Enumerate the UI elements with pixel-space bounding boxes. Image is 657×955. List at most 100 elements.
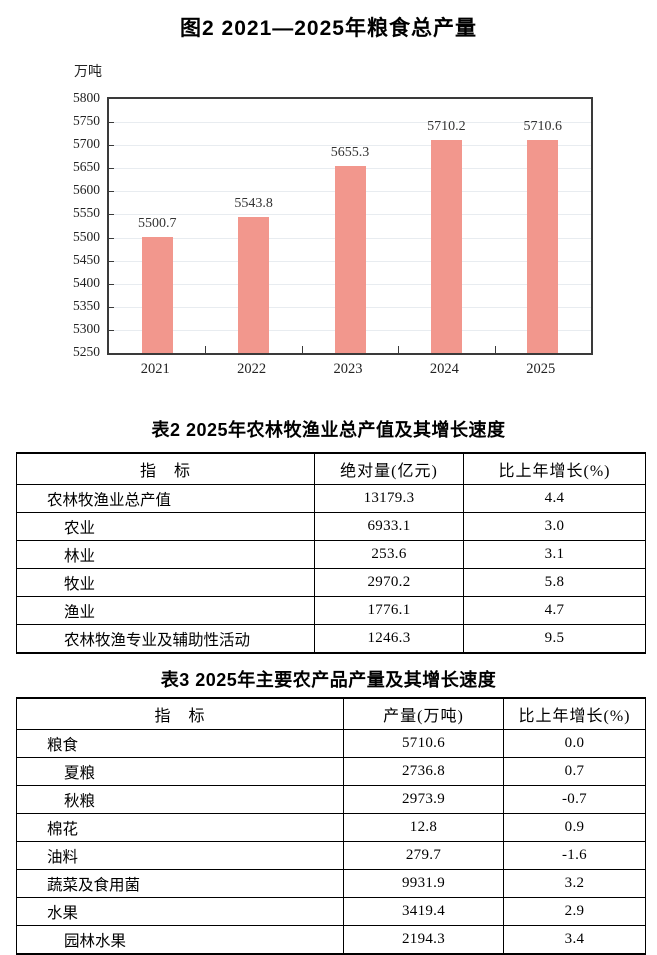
y-axis-tick: [109, 168, 114, 170]
table3-growth-cell: 0.0: [503, 729, 646, 758]
table3-value-cell: 9931.9: [343, 869, 504, 898]
table2-indicator-cell: 牧业: [16, 568, 315, 597]
table2-growth-cell: 4.4: [463, 484, 646, 513]
y-axis-tick-label: 5400: [73, 274, 100, 290]
table2-row: 农林牧渔业总产值 13179.3 4.4: [16, 484, 646, 513]
bar-2021: [141, 237, 173, 353]
table3-row: 园林水果 2194.3 3.4: [16, 925, 646, 955]
table3-row: 秋粮 2973.9 -0.7: [16, 785, 646, 814]
y-axis-tick: [109, 191, 114, 193]
table3-value-cell: 12.8: [343, 813, 504, 842]
table2-indicator-cell: 农林牧渔业总产值: [16, 484, 315, 513]
table2-growth-cell: 4.7: [463, 596, 646, 625]
table3-value-cell: 2194.3: [343, 925, 504, 955]
x-axis-tick-label: 2021: [140, 361, 170, 377]
table2-indicator-cell: 农业: [16, 512, 315, 541]
y-axis-tick-label: 5300: [73, 320, 100, 336]
table3-header-growth: 比上年增长(%): [503, 697, 646, 730]
table2-indicator-cell: 渔业: [16, 596, 315, 625]
table3-row: 水果 3419.4 2.9: [16, 897, 646, 926]
y-axis-tick-label: 5650: [73, 159, 100, 175]
y-axis-tick: [109, 237, 114, 239]
table3-growth-cell: 2.9: [503, 897, 646, 926]
table2-value-cell: 13179.3: [314, 484, 464, 513]
table3-value-cell: 2736.8: [343, 757, 504, 786]
table3-header-indicator: 指 标: [16, 697, 344, 730]
table2-header-growth: 比上年增长(%): [463, 452, 646, 485]
table3-indicator-cell: 粮食: [16, 729, 344, 758]
table3: 指 标 产量(万吨) 比上年增长(%) 粮食 5710.6 0.0 夏粮 2736.8 0…: [16, 697, 646, 955]
table2-growth-cell: 3.0: [463, 512, 646, 541]
table2-value-cell: 1246.3: [314, 624, 464, 654]
y-axis-tick: [109, 306, 114, 308]
table2-row: 牧业 2970.2 5.8: [16, 568, 646, 597]
x-axis-tick-labels: 2021 2022 2023 2024 2025: [107, 361, 593, 381]
table3-value-cell: 2973.9: [343, 785, 504, 814]
y-axis-tick: [109, 329, 114, 331]
table2-header-indicator: 指 标: [16, 452, 315, 485]
table2-growth-cell: 3.1: [463, 540, 646, 569]
y-axis-tick-label: 5800: [73, 90, 100, 105]
table3-header-row: 指 标 产量(万吨) 比上年增长(%): [16, 697, 646, 730]
table3-value-cell: 279.7: [343, 841, 504, 870]
table3-row: 蔬菜及食用菌 9931.9 3.2: [16, 869, 646, 898]
y-axis-tick-label: 5450: [73, 251, 100, 267]
y-axis-tick: [109, 283, 114, 285]
table2-growth-cell: 9.5: [463, 624, 646, 654]
table3-row: 粮食 5710.6 0.0: [16, 729, 646, 758]
table2-row: 农林牧渔专业及辅助性活动 1246.3 9.5: [16, 624, 646, 654]
table2-title: 表2 2025年农林牧渔业总产值及其增长速度: [151, 420, 506, 440]
x-axis-tick: [398, 346, 400, 353]
gridline: [109, 145, 591, 147]
table2-row: 渔业 1776.1 4.7: [16, 596, 646, 625]
table3-value-cell: 3419.4: [343, 897, 504, 926]
table2-row: 林业 253.6 3.1: [16, 540, 646, 569]
chart-title: 图2 2021—2025年粮食总产量: [180, 17, 477, 40]
bar-value-label: 5710.2: [427, 119, 466, 135]
table3-indicator-cell: 水果: [16, 897, 344, 926]
y-axis-tick-label: 5700: [73, 136, 100, 152]
table3-indicator-cell: 秋粮: [16, 785, 344, 814]
x-axis-tick-label: 2022: [237, 361, 267, 377]
bar-2025: [527, 140, 559, 353]
table3-growth-cell: 0.9: [503, 813, 646, 842]
bar-value-label: 5543.8: [234, 196, 273, 212]
bar-value-label: 5655.3: [330, 144, 370, 160]
table3-value-cell: 5710.6: [343, 729, 504, 758]
y-axis-tick: [109, 145, 114, 147]
x-axis-tick-label: 2023: [333, 361, 363, 377]
x-axis-tick: [205, 346, 207, 353]
table3-title: 表3 2025年主要农产品产量及其增长速度: [160, 670, 497, 690]
table2-value-cell: 1776.1: [314, 596, 464, 625]
y-axis-tick-labels: 5250 5300 5350 5400 5450 5500 5550 5600 5650 5700…: [50, 90, 100, 359]
table2-growth-cell: 5.8: [463, 568, 646, 597]
table2-value-cell: 6933.1: [314, 512, 464, 541]
bar-2024: [430, 140, 462, 353]
table3-row: 夏粮 2736.8 0.7: [16, 757, 646, 786]
bar-value-label: 5500.7: [137, 216, 177, 232]
table2-row: 农业 6933.1 3.0: [16, 512, 646, 541]
x-axis-tick: [301, 346, 303, 353]
table2-indicator-cell: 林业: [16, 540, 315, 569]
y-axis-tick-label: 5600: [73, 182, 100, 198]
table3-row: 棉花 12.8 0.9: [16, 813, 646, 842]
y-axis-tick-label: 5500: [73, 228, 100, 244]
x-axis-tick-label: 2025: [526, 361, 556, 377]
y-axis-unit-label: 万吨: [74, 65, 102, 80]
y-axis-tick-label: 5350: [73, 297, 100, 313]
y-axis-tick: [109, 122, 114, 124]
table3-growth-cell: 3.2: [503, 869, 646, 898]
table2-value-cell: 253.6: [314, 540, 464, 569]
table3-header-output: 产量(万吨): [343, 697, 504, 730]
table2-header-row: 指 标 绝对量(亿元) 比上年增长(%): [16, 452, 646, 485]
bar-value-label: 5710.6: [523, 119, 563, 135]
x-axis-tick: [494, 346, 496, 353]
table2-indicator-cell: 农林牧渔专业及辅助性活动: [16, 624, 315, 654]
table2-value-cell: 2970.2: [314, 568, 464, 597]
table3-growth-cell: -1.6: [503, 841, 646, 870]
table3-indicator-cell: 夏粮: [16, 757, 344, 786]
y-axis-tick-label: 5250: [73, 344, 100, 359]
y-axis-tick-label: 5750: [73, 113, 100, 129]
table3-indicator-cell: 棉花: [16, 813, 344, 842]
table3-growth-cell: -0.7: [503, 785, 646, 814]
